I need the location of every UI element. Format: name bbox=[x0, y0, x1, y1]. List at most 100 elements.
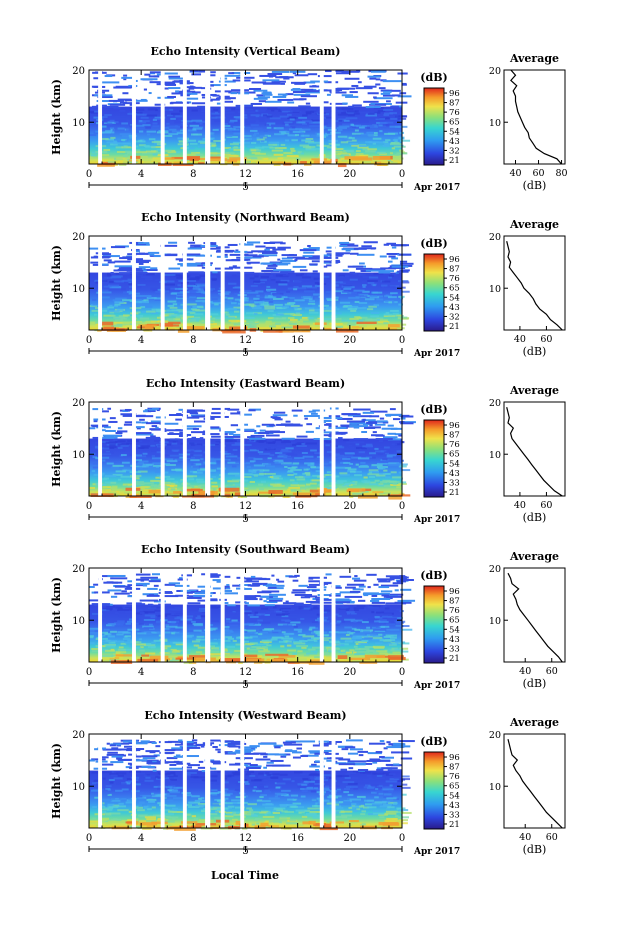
data-gap bbox=[221, 70, 225, 164]
heatmap-cell bbox=[164, 88, 169, 90]
heatmap-cell bbox=[190, 471, 194, 473]
heatmap-cell bbox=[380, 255, 387, 257]
heatmap-cell bbox=[308, 317, 314, 319]
heatmap-cell bbox=[401, 416, 413, 418]
heatmap-cell bbox=[236, 77, 254, 79]
heatmap-cell bbox=[258, 158, 264, 160]
heatmap-cell bbox=[342, 103, 347, 105]
heatmap-cell bbox=[264, 786, 268, 788]
heatmap-cell bbox=[374, 448, 378, 450]
average-line bbox=[507, 407, 563, 496]
heatmap-cell bbox=[167, 96, 176, 98]
heatmap-cell bbox=[102, 410, 109, 412]
heatmap-cell bbox=[306, 459, 315, 461]
heatmap-cell bbox=[384, 813, 396, 815]
heatmap-cell bbox=[231, 620, 237, 622]
heatmap-cell bbox=[292, 653, 297, 655]
heatmap-cell bbox=[376, 650, 387, 652]
heatmap-cell bbox=[308, 578, 313, 580]
heatmap-cell bbox=[309, 312, 319, 314]
heatmap-cell bbox=[139, 820, 146, 822]
heatmap-cell bbox=[102, 489, 106, 491]
heatmap-cell bbox=[93, 463, 98, 465]
heatmap-cell bbox=[251, 632, 256, 634]
heatmap-cell bbox=[139, 443, 148, 445]
heatmap-cell bbox=[209, 313, 218, 315]
x-tick-label: 16 bbox=[291, 501, 304, 512]
heatmap-cell bbox=[390, 118, 398, 120]
heatmap-cell bbox=[152, 573, 160, 575]
date-label: Apr 2017 bbox=[413, 349, 460, 359]
average-x-label: (dB) bbox=[523, 511, 547, 524]
heatmap-cell bbox=[379, 440, 383, 442]
heatmap-cell bbox=[112, 489, 123, 491]
heatmap-cell bbox=[259, 100, 266, 102]
heatmap-cell bbox=[347, 584, 364, 586]
heatmap-cell bbox=[153, 153, 158, 155]
heatmap-cell bbox=[137, 161, 143, 163]
heatmap-cell bbox=[174, 445, 182, 447]
heatmap-cell bbox=[363, 481, 371, 483]
heatmap-cell bbox=[354, 575, 357, 577]
average-x-tick-label: 40 bbox=[514, 334, 526, 345]
heatmap-cell bbox=[367, 134, 374, 136]
heatmap-cell bbox=[393, 802, 398, 804]
heatmap-cell bbox=[117, 809, 128, 811]
heatmap-cell bbox=[343, 791, 349, 793]
heatmap-cell bbox=[196, 617, 202, 619]
heatmap-cell bbox=[245, 139, 253, 141]
heatmap-cell bbox=[307, 808, 315, 810]
heatmap-cell bbox=[119, 615, 127, 617]
heatmap-cell bbox=[263, 469, 269, 471]
heatmap-cell bbox=[339, 245, 347, 247]
average-line bbox=[507, 241, 563, 330]
heatmap-cell bbox=[188, 147, 194, 149]
heatmap-cell bbox=[353, 441, 364, 443]
heatmap-cell bbox=[379, 467, 385, 469]
heatmap-cell bbox=[101, 322, 114, 326]
heatmap-cell bbox=[120, 102, 127, 104]
heatmap-cell bbox=[173, 481, 178, 483]
heatmap-cell bbox=[367, 650, 376, 652]
heatmap-cell bbox=[358, 600, 365, 602]
heatmap-cell bbox=[143, 299, 148, 301]
heatmap-cell bbox=[262, 779, 268, 781]
heatmap-cell bbox=[138, 140, 142, 142]
heatmap-cell bbox=[89, 134, 96, 136]
average-x-tick-label: 60 bbox=[532, 168, 544, 179]
heatmap-cell bbox=[173, 642, 184, 644]
heatmap-cell bbox=[289, 284, 295, 286]
data-gap bbox=[132, 402, 136, 496]
heatmap-cell bbox=[110, 417, 116, 419]
heatmap-cell bbox=[356, 153, 364, 155]
heatmap-cell bbox=[304, 654, 310, 656]
heatmap-cell bbox=[172, 818, 176, 820]
heatmap-cell bbox=[114, 301, 123, 303]
heatmap-cell bbox=[165, 632, 170, 634]
heatmap-cell bbox=[109, 446, 116, 448]
heatmap-cell bbox=[196, 651, 202, 653]
heatmap-cell bbox=[348, 306, 358, 308]
heatmap-cell bbox=[292, 410, 303, 412]
heatmap-cell bbox=[380, 639, 385, 641]
x-tick-label: 8 bbox=[190, 501, 196, 512]
heatmap-cell bbox=[275, 76, 293, 78]
colorbar-tick-label: 87 bbox=[449, 265, 460, 275]
heatmap-cell bbox=[268, 144, 277, 146]
heatmap-cell bbox=[154, 610, 161, 612]
data-gap bbox=[240, 70, 244, 164]
heatmap-cell bbox=[365, 150, 376, 152]
heatmap-cell bbox=[194, 645, 199, 647]
heatmap-cell bbox=[293, 473, 297, 475]
heatmap-cell bbox=[94, 94, 112, 96]
average-y-tick-label: 10 bbox=[489, 616, 501, 627]
heatmap-cell bbox=[370, 103, 375, 105]
heatmap-cell bbox=[386, 100, 391, 102]
heatmap-cell bbox=[350, 294, 360, 296]
heatmap-cell bbox=[363, 592, 379, 594]
heatmap-cell bbox=[151, 642, 156, 644]
heatmap-cell bbox=[349, 425, 368, 427]
heatmap-cell bbox=[105, 75, 113, 77]
heatmap-cell bbox=[387, 800, 393, 802]
heatmap-cell bbox=[227, 409, 239, 411]
